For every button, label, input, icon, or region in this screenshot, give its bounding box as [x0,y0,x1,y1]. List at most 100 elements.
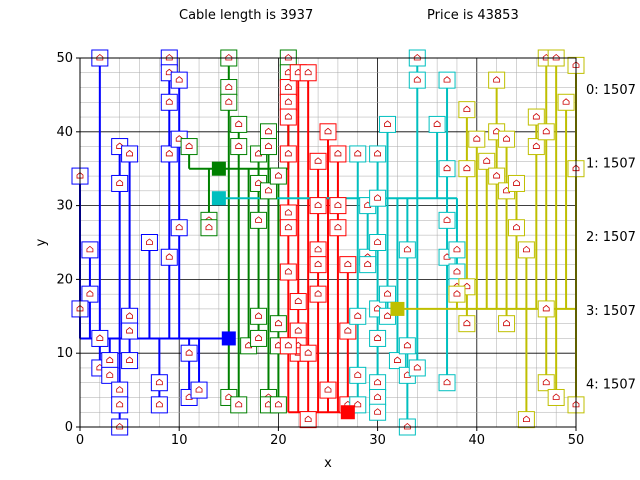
house-box [111,381,129,399]
house-marker [369,388,387,406]
house-marker [279,93,297,111]
house-icon [126,327,133,334]
house-icon [314,245,322,253]
house-box [250,211,268,229]
house-box [81,241,99,259]
house-marker [309,197,327,215]
house-marker [160,248,178,266]
house-icon [284,341,292,349]
house-box [101,366,119,384]
house-box [309,241,327,259]
house-marker [488,167,506,185]
house-marker [349,366,367,384]
house-icon [284,113,292,120]
battery-marker [211,161,226,176]
house-marker [309,256,327,274]
battery-marker [340,405,355,420]
house-box [250,329,268,347]
house-marker [349,307,367,325]
x-tick-label: 10 [171,433,188,448]
house-icon [463,164,471,172]
house-box [190,381,208,399]
house-marker [478,152,496,170]
house-box [527,108,545,126]
battery-marker [221,331,236,346]
house-box [81,285,99,303]
y-tick-label: 20 [56,272,73,287]
house-box [160,145,178,163]
house-icon [572,61,580,68]
x-tick-label: 40 [469,433,486,448]
house-marker [507,174,525,192]
house-box [517,411,535,429]
house-marker [279,219,297,237]
house-box [428,115,446,133]
house-box [289,322,307,340]
x-axis-label: x [324,456,332,471]
house-box [488,71,506,89]
series-cable-label: 4: 1507 [586,377,636,392]
house-box [309,152,327,170]
house-icon [394,356,401,363]
house-icon [76,304,84,312]
house-marker [329,197,347,215]
house-box [299,64,317,82]
house-icon [443,216,451,223]
house-marker [339,322,357,340]
house-icon [195,386,203,393]
house-marker [498,130,516,148]
house-box [111,396,129,414]
house-marker [259,138,277,156]
house-box [269,315,287,333]
house-box [329,145,347,163]
house-marker [369,145,387,163]
house-icon [284,83,292,90]
house-box [517,241,535,259]
house-box [319,123,337,141]
house-box [269,167,287,185]
house-box [121,145,139,163]
house-box [458,101,476,119]
house-icon [403,245,411,253]
house-box [379,115,397,133]
house-box [379,285,397,303]
house-icon [493,172,501,179]
y-tick-label: 30 [56,199,73,214]
house-box [180,138,198,156]
house-box [269,396,287,414]
house-marker [111,174,129,192]
house-box [111,174,129,192]
house-marker [101,366,119,384]
house-box [299,411,317,429]
series-cable-label: 2: 1507 [586,230,636,245]
house-box [170,219,188,237]
house-marker [279,337,297,355]
house-marker [517,411,535,429]
house-marker [91,329,109,347]
house-box [369,388,387,406]
house-icon [473,135,481,142]
house-icon [354,371,362,378]
house-box [259,182,277,200]
house-marker [140,234,158,251]
house-box [537,300,555,318]
house-box [557,93,575,111]
house-marker [180,344,198,362]
house-box [507,174,525,192]
house-icon [255,334,262,341]
house-marker [299,344,317,362]
house-box [408,359,426,377]
house-box [458,315,476,333]
house-box [140,234,158,251]
cable-length-label: Cable length is 3937 [179,8,314,23]
house-marker [101,352,119,370]
house-icon [344,327,352,334]
house-icon [443,164,451,172]
house-icon [572,164,580,172]
house-box [547,388,565,406]
house-marker [259,123,277,141]
house-icon [413,363,421,371]
house-marker [220,79,238,97]
house-marker [458,315,476,333]
house-box [200,219,218,237]
